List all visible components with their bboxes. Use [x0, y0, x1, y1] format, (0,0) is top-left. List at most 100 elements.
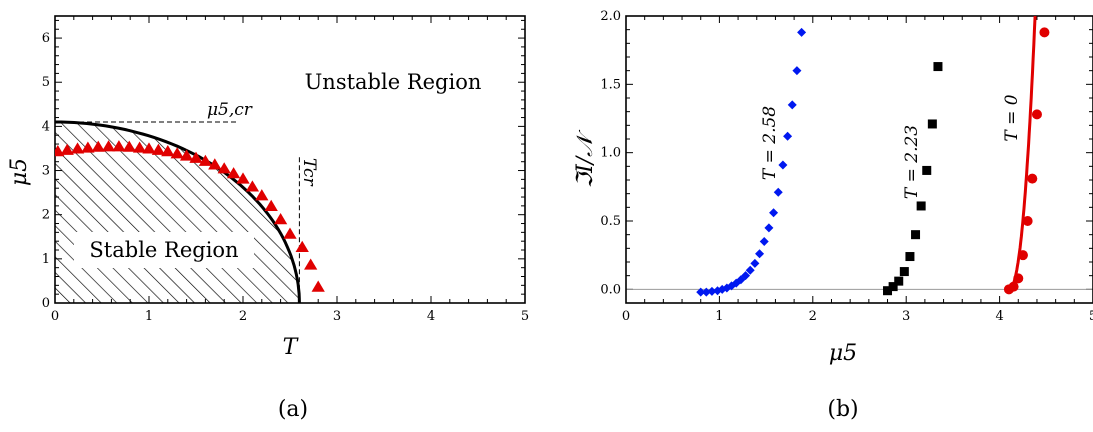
square-point — [911, 230, 921, 240]
circle-point — [1017, 250, 1028, 261]
diamond-point — [696, 287, 706, 297]
panel-a-triangle-series — [55, 140, 325, 292]
diamond-point — [741, 271, 751, 281]
diamond-point — [787, 100, 797, 110]
square-point — [927, 119, 937, 129]
circle-point — [1027, 173, 1038, 184]
triangle-point — [245, 180, 260, 192]
diamond-point — [764, 223, 774, 233]
diamond-point — [773, 187, 783, 197]
panel-a-y-axis-label: μ5 — [7, 158, 32, 186]
square-point — [922, 165, 932, 175]
panel-b-y-axis-label: ℑI/𝒩 — [573, 129, 598, 188]
square-point — [888, 282, 898, 292]
square-point — [894, 276, 904, 286]
triangle-point — [132, 141, 147, 153]
panel-a-x-tick-labels: 0 1 2 3 4 5 — [51, 309, 529, 324]
diamond-point — [797, 27, 807, 37]
x-tick-label: 5 — [521, 309, 529, 324]
x-tick-label: 3 — [902, 309, 910, 324]
y-tick-label: 4 — [42, 119, 50, 134]
x-tick-label: 5 — [1089, 309, 1093, 324]
triangle-point — [283, 227, 297, 239]
stable-region-label-box — [74, 232, 254, 268]
y-tick-label: 1.5 — [600, 77, 621, 92]
square-point — [933, 62, 943, 72]
panel-a-y-tick-labels: 0 1 2 3 4 5 6 — [42, 31, 50, 311]
mu-cr-label: μ5,cr — [207, 100, 253, 120]
x-tick-label: 2 — [239, 309, 247, 324]
t0-theory-curve — [1008, 16, 1037, 291]
triangle-point — [198, 154, 213, 166]
diamond-point — [783, 131, 793, 141]
stability-boundary-curve — [55, 120, 301, 303]
triangle-point — [91, 140, 105, 152]
panel-b-data-series — [696, 27, 1050, 297]
triangle-point — [151, 143, 166, 155]
triangle-point — [60, 143, 74, 155]
y-tick-label: 0.5 — [600, 214, 621, 229]
triangle-point — [311, 280, 325, 292]
panel-b-frame — [625, 15, 1093, 304]
y-tick-label: 5 — [42, 75, 50, 90]
triangle-point — [217, 162, 231, 174]
y-tick-label: 3 — [42, 164, 50, 179]
x-tick-label: 4 — [995, 309, 1003, 324]
triangle-point — [226, 167, 241, 179]
diamond-point — [792, 66, 802, 76]
circle-point — [1008, 281, 1019, 292]
triangle-point — [264, 199, 278, 211]
triangle-point — [304, 258, 318, 270]
x-tick-label: 2 — [809, 309, 817, 324]
triangle-point — [112, 140, 126, 152]
triangle-point — [189, 151, 203, 163]
triangle-point — [161, 144, 175, 157]
panel-b-caption: (b) — [827, 397, 858, 422]
y-tick-label: 2 — [42, 208, 50, 223]
circle-point — [1022, 216, 1033, 226]
panel-b-x-tick-labels: 0 1 2 3 4 5 — [622, 309, 1093, 324]
diamond-point — [755, 249, 765, 259]
y-tick-label: 6 — [42, 31, 50, 46]
panel-b-y-tick-labels: 0.0 0.5 1.0 1.5 2.0 — [600, 9, 621, 297]
circle-point — [1039, 27, 1050, 38]
panel-b-x-axis-label: μ5 — [829, 341, 857, 366]
y-tick-label: 1 — [42, 252, 50, 267]
triangle-point — [236, 172, 250, 184]
triangle-point — [295, 240, 309, 253]
y-tick-label: 0 — [42, 296, 50, 311]
x-tick-label: 3 — [333, 309, 341, 324]
panel-b: T = 2.58 T = 2.23 T = 0 0 1 2 3 4 5 0.0 0.5 1.0… — [573, 9, 1093, 422]
stable-region-label: Stable Region — [89, 238, 238, 262]
square-point — [883, 286, 893, 296]
triangle-point — [122, 140, 136, 152]
x-tick-label: 1 — [715, 309, 723, 324]
triangle-point — [170, 147, 184, 159]
diamond-point — [707, 286, 717, 296]
series-label-t0: T = 0 — [1002, 94, 1022, 141]
series-label-t223: T = 2.23 — [902, 125, 922, 199]
triangle-point — [101, 140, 116, 152]
y-tick-label: 2.0 — [600, 9, 621, 24]
square-point — [905, 252, 915, 262]
square-point — [899, 267, 909, 277]
triangle-point — [255, 189, 269, 201]
triangle-point — [273, 212, 288, 225]
triangle-point — [142, 142, 156, 154]
panel-a-caption: (a) — [278, 397, 308, 422]
circle-point — [1013, 273, 1024, 284]
diamond-point — [769, 208, 779, 218]
y-tick-label: 0.0 — [600, 282, 621, 297]
diamond-point — [745, 265, 755, 275]
diamond-point — [701, 287, 711, 297]
x-tick-label: 1 — [145, 309, 153, 324]
circle-point — [1031, 109, 1042, 120]
unstable-region-label: Unstable Region — [305, 70, 482, 94]
x-tick-label: 4 — [427, 309, 435, 324]
panel-a-x-axis-label: T — [283, 335, 300, 360]
diamond-point — [750, 258, 760, 268]
y-tick-label: 1.0 — [600, 146, 621, 161]
triangle-point — [81, 141, 95, 153]
square-point — [916, 201, 926, 211]
diamond-point — [759, 237, 769, 246]
